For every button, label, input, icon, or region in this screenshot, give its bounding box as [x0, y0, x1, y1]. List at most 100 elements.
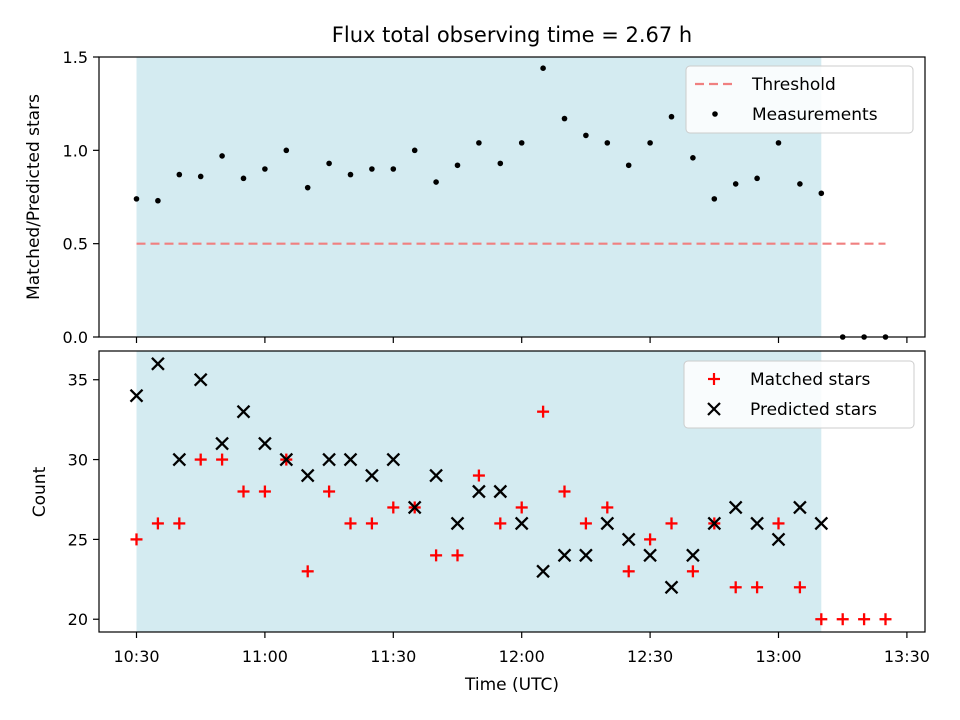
predicted-star-point	[343, 452, 358, 467]
predicted-star-point	[557, 548, 572, 563]
measurement-point	[155, 197, 161, 204]
predicted-star-point	[771, 532, 786, 547]
measurement-point	[775, 140, 782, 146]
measurement-point	[476, 140, 482, 146]
measurement-point	[283, 147, 290, 154]
measurement-point	[433, 179, 439, 185]
matched-star-point	[729, 581, 742, 594]
matched-star-point	[793, 581, 806, 594]
predicted-star-point	[514, 516, 529, 531]
predicted-star-point	[386, 452, 401, 467]
x-tick-label: 12:00	[499, 647, 545, 666]
predicted-star-point	[236, 404, 251, 419]
measurement-point	[304, 184, 311, 191]
measurement-point	[176, 171, 183, 178]
matched-star-point	[751, 581, 764, 594]
top-axes-frame	[98, 56, 926, 338]
bottom-y-ticks: 20 25 30 35	[68, 371, 99, 629]
legend-measurements-label: Measurements	[752, 105, 878, 125]
legend-predicted-label: Predicted stars	[750, 400, 877, 420]
predicted-star-point	[750, 516, 764, 531]
x-tick-label: 11:00	[242, 647, 288, 666]
predicted-star-point	[472, 484, 486, 499]
matched-star-point	[836, 613, 849, 626]
measurement-point	[262, 166, 268, 172]
predicted-stars-points	[129, 356, 829, 595]
matched-star-point	[430, 549, 443, 562]
measurement-point	[390, 166, 397, 172]
measurement-point	[690, 155, 696, 161]
x-axis-label: Time (UTC)	[464, 675, 559, 695]
measurement-point	[454, 162, 461, 169]
x-tick-label: 11:30	[370, 647, 416, 666]
legend-matched-swatch	[708, 373, 720, 385]
predicted-star-point	[365, 468, 379, 483]
y-tick-label: 35	[68, 371, 88, 390]
x-tick-label: 12:30	[627, 647, 673, 666]
matched-star-point	[151, 517, 164, 530]
top-y-ticks: 0.0 0.5 1.0 1.5	[63, 48, 99, 347]
measurement-point	[604, 140, 611, 146]
predicted-star-point	[793, 500, 807, 515]
y-tick-label: 25	[68, 530, 88, 549]
matched-star-point	[451, 549, 464, 562]
matched-star-point	[858, 613, 871, 626]
predicted-star-point	[493, 484, 508, 499]
matched-star-point	[387, 501, 400, 514]
measurement-point	[561, 115, 568, 122]
bottom-x-ticks: 10:30 11:00 11:30 12:00 12:30 13:00 13:30	[113, 632, 930, 666]
measurement-point	[240, 175, 247, 182]
measurement-point	[625, 162, 632, 169]
predicted-star-point	[258, 436, 272, 451]
predicted-star-point	[129, 388, 144, 403]
matched-star-point	[173, 517, 186, 530]
legend-measurements-swatch	[712, 111, 718, 117]
bottom-legend: Matched stars Predicted stars	[683, 360, 915, 429]
measurement-point	[518, 140, 525, 146]
y-tick-label: 1.5	[63, 48, 88, 67]
matched-star-point	[216, 453, 229, 466]
matched-star-point	[537, 405, 550, 418]
matched-star-point	[130, 533, 143, 546]
measurement-point	[133, 196, 140, 202]
predicted-star-point	[450, 516, 465, 531]
x-tick-label: 10:30	[113, 647, 159, 666]
x-tick-label: 13:00	[755, 647, 801, 666]
y-tick-label: 1.0	[63, 141, 88, 160]
matched-stars-points	[130, 405, 892, 626]
chart-title: Flux total observing time = 2.67 h	[332, 23, 692, 47]
y-tick-label: 0.0	[63, 328, 88, 347]
measurement-point	[347, 171, 354, 178]
matched-star-point	[558, 485, 571, 498]
measurement-point	[818, 190, 825, 197]
matched-star-point	[258, 485, 271, 498]
measurement-point	[369, 166, 375, 172]
measurement-point	[668, 113, 675, 120]
matched-star-point	[622, 565, 635, 578]
predicted-star-point	[151, 356, 165, 371]
measurement-point	[711, 196, 718, 202]
top-x-ticks	[135, 337, 908, 343]
predicted-star-point	[600, 516, 615, 531]
legend-threshold-label: Threshold	[751, 75, 836, 95]
predicted-star-point	[429, 468, 443, 483]
predicted-star-point	[728, 500, 743, 515]
matched-star-point	[472, 469, 485, 482]
measurement-point	[583, 132, 589, 139]
measurement-point	[411, 147, 418, 154]
matched-star-point	[815, 613, 828, 626]
top-legend: Threshold Measurements	[685, 65, 914, 134]
legend-matched-label: Matched stars	[750, 370, 870, 390]
measurement-point	[754, 175, 760, 182]
predicted-star-point	[579, 548, 593, 563]
predicted-star-point	[215, 436, 229, 451]
predicted-star-point	[300, 468, 315, 483]
predicted-star-point	[193, 372, 208, 387]
matched-star-point	[515, 501, 528, 514]
top-panel: 0.0 0.5 1.0 1.5 Matched/Predicted stars Thr…	[24, 48, 926, 347]
predicted-star-point	[686, 548, 700, 563]
matched-star-point	[644, 533, 657, 546]
matched-star-point	[665, 517, 678, 530]
top-legend-box	[685, 65, 914, 134]
